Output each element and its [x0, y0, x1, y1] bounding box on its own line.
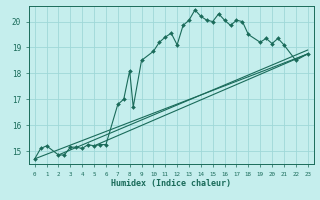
X-axis label: Humidex (Indice chaleur): Humidex (Indice chaleur) — [111, 179, 231, 188]
